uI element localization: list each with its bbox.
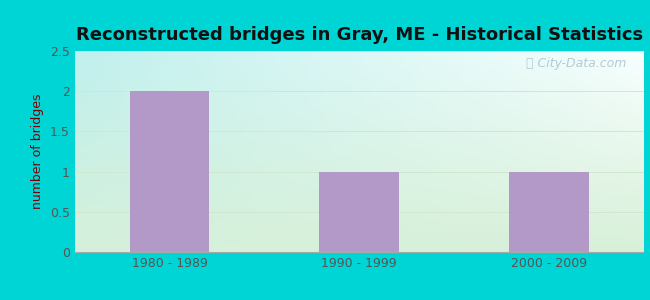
Bar bbox=[319, 172, 399, 252]
Title: Reconstructed bridges in Gray, ME - Historical Statistics: Reconstructed bridges in Gray, ME - Hist… bbox=[75, 26, 643, 44]
Bar bbox=[509, 172, 588, 252]
Y-axis label: number of bridges: number of bridges bbox=[31, 94, 44, 209]
Bar bbox=[130, 91, 209, 252]
Text: ⓘ City-Data.com: ⓘ City-Data.com bbox=[526, 57, 627, 70]
